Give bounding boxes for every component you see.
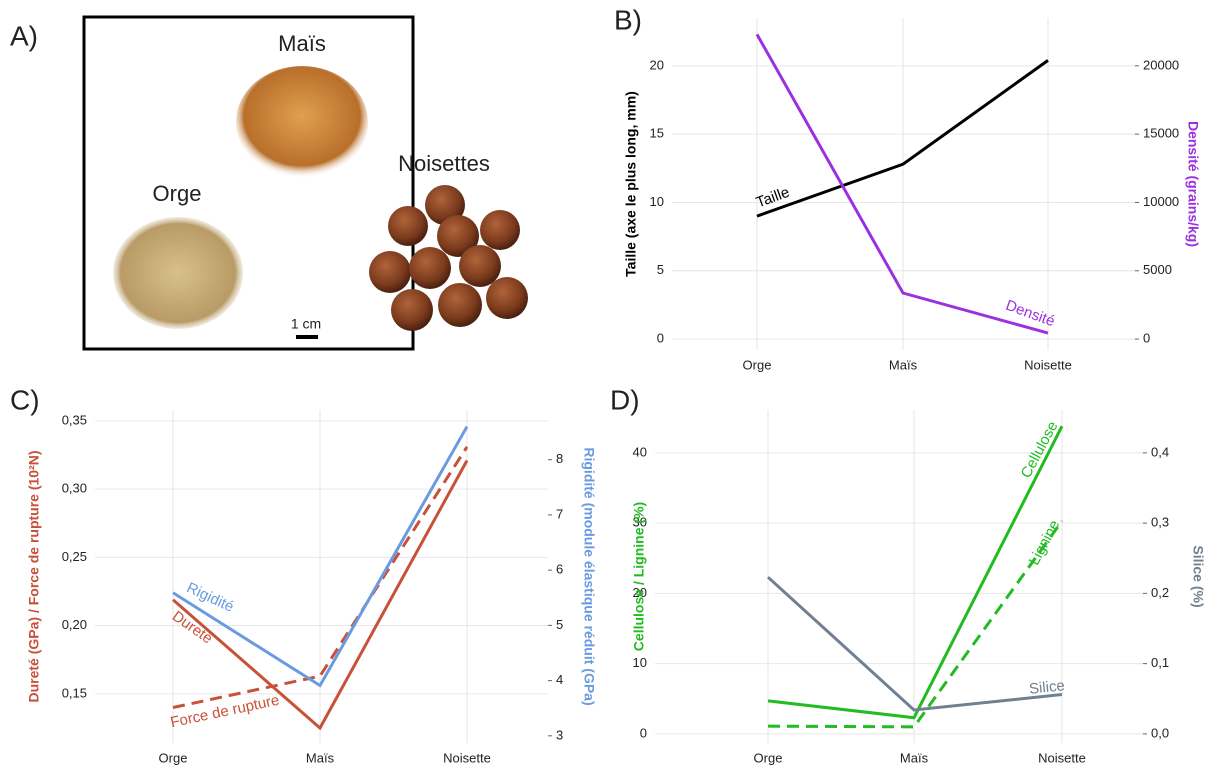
- series-line: [172, 425, 469, 688]
- y-tick-label: 30: [633, 515, 647, 530]
- x-tick-label: Maïs: [306, 750, 335, 765]
- x-tick-label: Maïs: [889, 357, 918, 372]
- y2-tick-label: 0,0: [1151, 725, 1169, 740]
- maize-photo: [236, 66, 368, 178]
- x-tick-label: Orge: [743, 357, 772, 372]
- scale-bar: [296, 335, 318, 339]
- y-tick-label: 0,20: [62, 617, 87, 632]
- y-axis-title: Cellulose / Lignine (%): [631, 502, 647, 651]
- series-line: [756, 59, 1049, 218]
- y-tick-label: 5: [657, 262, 664, 277]
- series-line: [766, 576, 1063, 712]
- y2-tick-label: 4: [556, 672, 563, 687]
- y-tick-label: 10: [650, 194, 664, 209]
- panel-label: B): [614, 4, 642, 35]
- y-tick-label: 0: [657, 331, 664, 346]
- x-tick-label: Noisette: [1024, 357, 1072, 372]
- y2-tick-label: 7: [556, 506, 563, 521]
- y-tick-label: 15: [650, 126, 664, 141]
- barley-photo: [113, 217, 243, 329]
- y-tick-label: 0,35: [62, 412, 87, 427]
- y2-tick-label: 0,1: [1151, 655, 1169, 670]
- y-axis-title: Taille (axe le plus long, mm): [623, 91, 639, 277]
- y-tick-label: 40: [633, 444, 647, 459]
- series-label: Lignine: [1026, 517, 1064, 568]
- y-axis-title: Dureté (GPa) / Force de rupture (10²N): [26, 450, 42, 702]
- x-tick-label: Orge: [754, 750, 783, 765]
- x-tick-label: Noisette: [443, 750, 491, 765]
- y2-tick-label: 10000: [1143, 194, 1179, 209]
- x-tick-label: Maïs: [900, 750, 929, 765]
- y2-tick-label: 6: [556, 562, 563, 577]
- hazelnut-photo: [369, 185, 528, 331]
- y-tick-label: 0,15: [62, 685, 87, 700]
- y2-tick-label: 5000: [1143, 262, 1172, 277]
- photo-label: Maïs: [278, 31, 326, 56]
- photo-panel: A) Maïs Noisettes Orge 1 cm: [10, 15, 528, 351]
- y2-tick-label: 0,2: [1151, 585, 1169, 600]
- series-label: Rigidité: [184, 579, 237, 616]
- y-tick-label: 20: [650, 57, 664, 72]
- series-label: Force de rupture: [169, 692, 281, 732]
- series-line: [755, 33, 1049, 335]
- y2-tick-label: 0,3: [1151, 515, 1169, 530]
- y2-tick-label: 0: [1143, 331, 1150, 346]
- photo-label: Noisettes: [398, 151, 490, 176]
- y-tick-label: 0,30: [62, 481, 87, 496]
- y-tick-label: 10: [633, 655, 647, 670]
- series-line: [172, 459, 469, 731]
- series-line: [767, 520, 1064, 729]
- y2-axis-title: Rigidité (module élastique réduit (GPa): [581, 447, 597, 705]
- panel-label: A): [10, 20, 38, 51]
- y2-tick-label: 15000: [1143, 126, 1179, 141]
- y2-tick-label: 3: [556, 727, 563, 742]
- y2-tick-label: 5: [556, 617, 563, 632]
- y2-tick-label: 8: [556, 451, 563, 466]
- y-tick-label: 20: [633, 585, 647, 600]
- y2-axis-title: Silice (%): [1190, 545, 1206, 607]
- panel-label: D): [610, 384, 640, 415]
- y2-axis-title: Densité (grains/kg): [1185, 121, 1201, 247]
- y2-tick-label: 0,4: [1151, 444, 1169, 459]
- series-line: [767, 425, 1064, 720]
- series-label: Silice: [1028, 677, 1065, 698]
- panel-label: C): [10, 384, 40, 415]
- x-tick-label: Noisette: [1038, 750, 1086, 765]
- scale-label: 1 cm: [291, 316, 321, 332]
- y-tick-label: 0,25: [62, 549, 87, 564]
- y-tick-label: 0: [640, 725, 647, 740]
- photo-frame: [82, 15, 415, 351]
- y2-tick-label: 20000: [1143, 57, 1179, 72]
- photo-label: Orge: [153, 181, 202, 206]
- series-label: Densité: [1003, 297, 1057, 330]
- series-line: [172, 446, 469, 709]
- x-tick-label: Orge: [159, 750, 188, 765]
